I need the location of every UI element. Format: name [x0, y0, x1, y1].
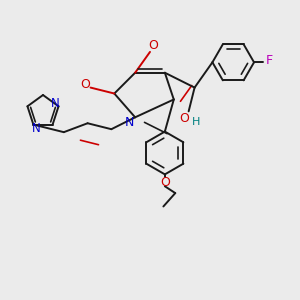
Text: F: F	[265, 54, 272, 67]
Text: N: N	[32, 122, 40, 135]
Text: N: N	[51, 98, 59, 110]
Text: H: H	[192, 117, 200, 127]
Text: O: O	[80, 77, 90, 91]
Text: N: N	[125, 116, 134, 129]
Text: O: O	[160, 176, 170, 189]
Text: O: O	[179, 112, 189, 125]
Text: O: O	[148, 40, 158, 52]
